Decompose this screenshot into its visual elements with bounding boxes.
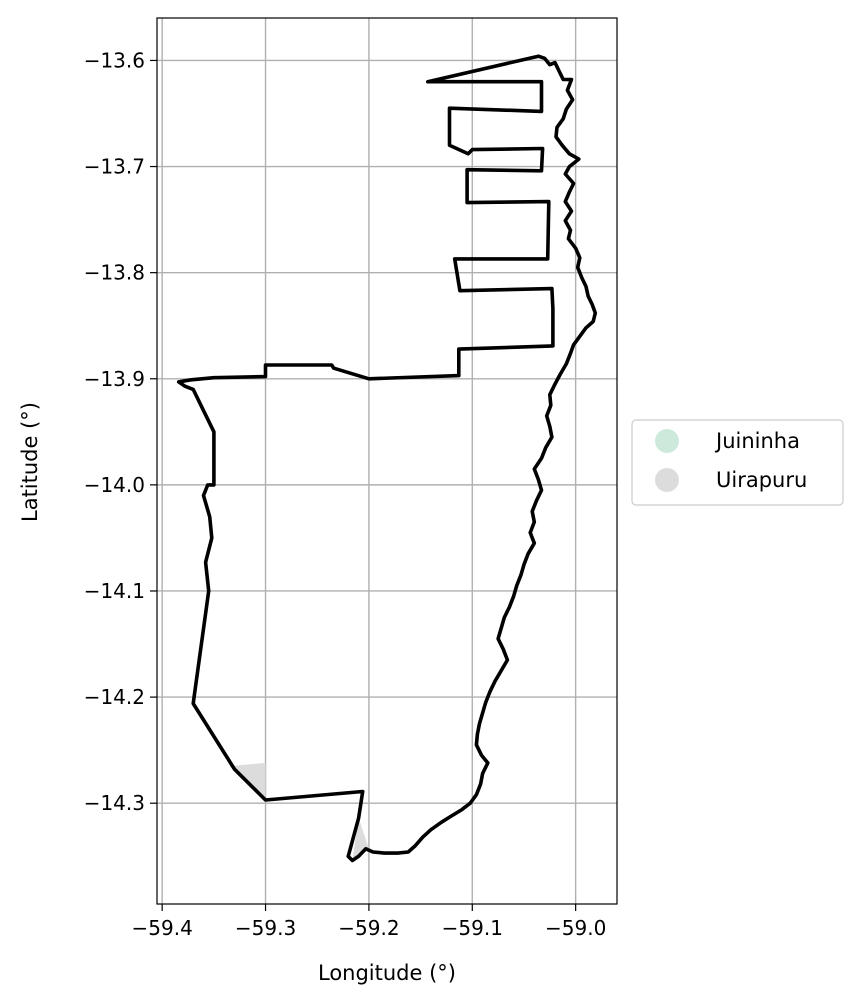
plot-frame — [156, 17, 618, 905]
y-axis-ticks: −13.6 −13.7 −13.8 −13.9 −14.0 −14.1 −14.2 −14.3 — [84, 48, 157, 815]
y-tick-label: −13.7 — [84, 155, 145, 179]
x-tick-label: −59.2 — [338, 916, 399, 940]
legend-swatch-juininha — [655, 429, 679, 453]
legend-label-juininha: Juininha — [714, 429, 800, 453]
x-tick-label: −59.1 — [442, 916, 503, 940]
x-tick-label: −59.3 — [235, 916, 296, 940]
y-tick-label: −13.8 — [84, 261, 145, 285]
y-axis-title: Latitude (°) — [18, 402, 42, 522]
y-tick-label: −14.3 — [84, 791, 145, 815]
x-axis-title: Longitude (°) — [318, 961, 456, 985]
y-tick-label: −14.0 — [84, 473, 145, 497]
y-tick-label: −14.2 — [84, 685, 145, 709]
boundary-layer — [176, 54, 598, 863]
legend-box — [631, 419, 844, 506]
y-tick-label: −13.9 — [84, 367, 145, 391]
y-tick-label: −14.1 — [84, 579, 145, 603]
x-tick-label: −59.4 — [132, 916, 193, 940]
x-axis-ticks: −59.4 −59.3 −59.2 −59.1 −59.0 — [132, 904, 606, 940]
legend-swatch-uirapuru — [655, 468, 679, 492]
legend: Juininha Uirapuru — [631, 419, 844, 506]
y-tick-label: −13.6 — [84, 48, 145, 72]
legend-label-uirapuru: Uirapuru — [716, 468, 807, 492]
study-area-boundary — [176, 54, 598, 863]
x-tick-label: −59.0 — [545, 916, 606, 940]
